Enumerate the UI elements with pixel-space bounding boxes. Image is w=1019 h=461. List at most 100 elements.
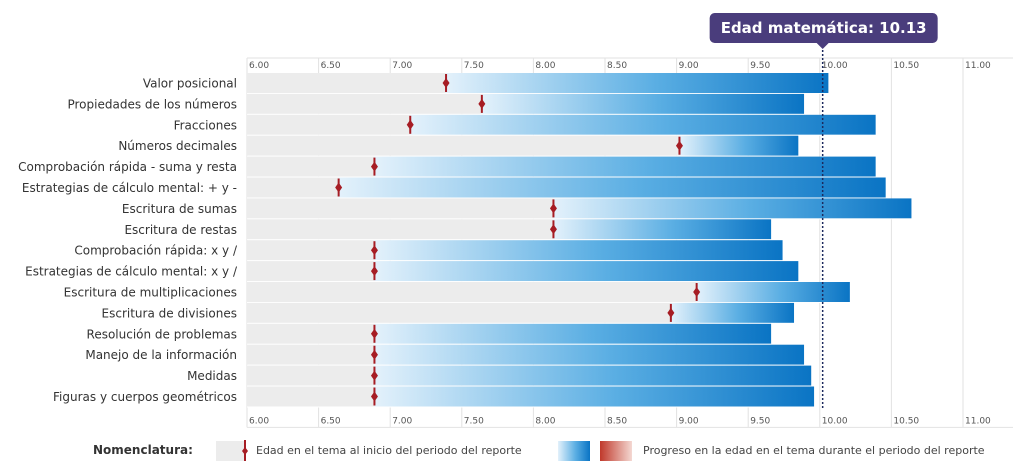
legend-background-swatch [216, 441, 244, 461]
x-tick-label-bottom: 7.50 [464, 416, 484, 426]
start-background-bar [247, 156, 375, 177]
x-tick-label-top: 8.50 [607, 61, 627, 71]
start-background-bar [247, 344, 375, 365]
start-marker-diamond [370, 391, 378, 402]
progress-bar [670, 302, 795, 323]
category-label: Comprobación rápida - suma y resta [18, 160, 237, 174]
category-label: Figuras y cuerpos geométricos [53, 390, 237, 404]
start-background-bar [247, 240, 375, 261]
category-label: Números decimales [118, 139, 237, 153]
x-tick-label-top: 10.00 [822, 61, 848, 71]
x-tick-label-top: 7.00 [392, 61, 412, 71]
progress-bar [374, 261, 799, 282]
x-tick-label-top: 6.50 [321, 61, 341, 71]
category-label: Medidas [187, 369, 237, 383]
x-tick-label-top: 9.50 [750, 61, 770, 71]
start-marker-diamond [406, 119, 414, 130]
start-marker-diamond [549, 224, 557, 235]
reference-callout-pointer [816, 43, 829, 49]
start-marker-diamond [667, 307, 675, 318]
start-background-bar [247, 365, 375, 386]
x-tick-label-bottom: 7.00 [392, 416, 412, 426]
progress-bar [374, 156, 876, 177]
legend-progress-swatch [558, 441, 590, 461]
x-tick-label-top: 11.00 [965, 61, 991, 71]
x-tick-label-bottom: 6.00 [249, 416, 269, 426]
legend: Nomenclatura: Edad en el tema al inicio … [93, 440, 985, 461]
category-label: Propiedades de los números [67, 97, 237, 111]
x-axis-top: 6.00 6.50 7.00 7.50 8.00 8.50 9.00 9.50 10.00 10.… [249, 61, 991, 71]
legend-title: Nomenclatura: [93, 443, 193, 457]
progress-bar [374, 240, 783, 261]
category-label: Valor posicional [143, 77, 237, 91]
reference-callout-label: Edad matemática: 10.13 [721, 19, 927, 37]
start-background-bar [247, 114, 411, 135]
legend-regress-swatch [600, 441, 632, 461]
start-marker-diamond [370, 161, 378, 172]
progress-bar [553, 219, 772, 240]
start-background-bar [247, 177, 339, 198]
legend-marker-diamond [242, 447, 248, 455]
reference-line-group: Edad matemática: 10.13 [709, 13, 938, 410]
category-label: Escritura de sumas [122, 202, 237, 216]
category-label: Estrategias de cálculo mental: x y / [25, 265, 238, 279]
category-labels: Valor posicional Propiedades de los númer… [18, 77, 238, 405]
start-background-bar [247, 302, 671, 323]
start-marker-diamond [549, 203, 557, 214]
legend-item-start: Edad en el tema al inicio del periodo de… [256, 444, 522, 457]
progress-bar [374, 365, 812, 386]
x-axis-bottom: 6.00 6.50 7.00 7.50 8.00 8.50 9.00 9.50 10.00 10.… [249, 416, 991, 426]
progress-bar [481, 93, 805, 114]
category-label: Estrategias de cálculo mental: + y - [22, 181, 237, 195]
category-label: Comprobación rápida: x y / [74, 244, 238, 258]
x-tick-label-bottom: 6.50 [321, 416, 341, 426]
x-tick-label-top: 8.00 [535, 61, 555, 71]
x-tick-label-bottom: 9.50 [750, 416, 770, 426]
category-label: Escritura de restas [124, 223, 237, 237]
category-label: Escritura de divisiones [102, 306, 237, 320]
reference-callout-box [709, 13, 938, 43]
x-tick-label-top: 10.50 [893, 61, 919, 71]
progress-bar [374, 386, 815, 407]
start-marker-diamond [370, 266, 378, 277]
progress-bar [410, 114, 876, 135]
start-marker-diamond [335, 182, 343, 193]
x-tick-label-top: 9.00 [679, 61, 699, 71]
start-marker-diamond [693, 287, 701, 297]
start-background-bar [247, 282, 697, 302]
start-background-bar [247, 73, 447, 93]
start-marker-diamond [370, 328, 378, 339]
start-marker-diamond [675, 140, 683, 151]
start-background-bar [247, 386, 375, 407]
bar-rows [247, 73, 912, 408]
start-marker-diamond [478, 98, 486, 109]
progress-bar [446, 73, 829, 93]
progress-bar [553, 198, 912, 219]
progress-bar [374, 323, 772, 344]
start-background-bar [247, 135, 680, 156]
category-label: Manejo de la información [85, 348, 237, 362]
start-background-bar [247, 93, 482, 114]
start-marker-diamond [370, 349, 378, 360]
x-tick-label-bottom: 8.00 [535, 416, 555, 426]
start-background-bar [247, 198, 554, 219]
start-background-bar [247, 323, 375, 344]
progress-bar [338, 177, 886, 198]
x-tick-label-top: 7.50 [464, 61, 484, 71]
start-background-bar [247, 261, 375, 282]
start-marker-diamond [370, 245, 378, 256]
start-marker-diamond [370, 370, 378, 381]
x-tick-label-bottom: 8.50 [607, 416, 627, 426]
x-tick-label-bottom: 11.00 [965, 416, 991, 426]
legend-item-progress: Progreso en la edad en el tema durante e… [643, 444, 985, 457]
start-background-bar [247, 219, 554, 240]
progress-bar [679, 135, 799, 156]
category-label: Escritura de multiplicaciones [64, 286, 237, 300]
progress-bar [696, 282, 850, 302]
progress-bar [374, 344, 805, 365]
x-tick-label-bottom: 10.00 [822, 416, 848, 426]
x-tick-label-bottom: 10.50 [893, 416, 919, 426]
start-marker-diamond [442, 78, 450, 88]
x-tick-label-bottom: 9.00 [679, 416, 699, 426]
